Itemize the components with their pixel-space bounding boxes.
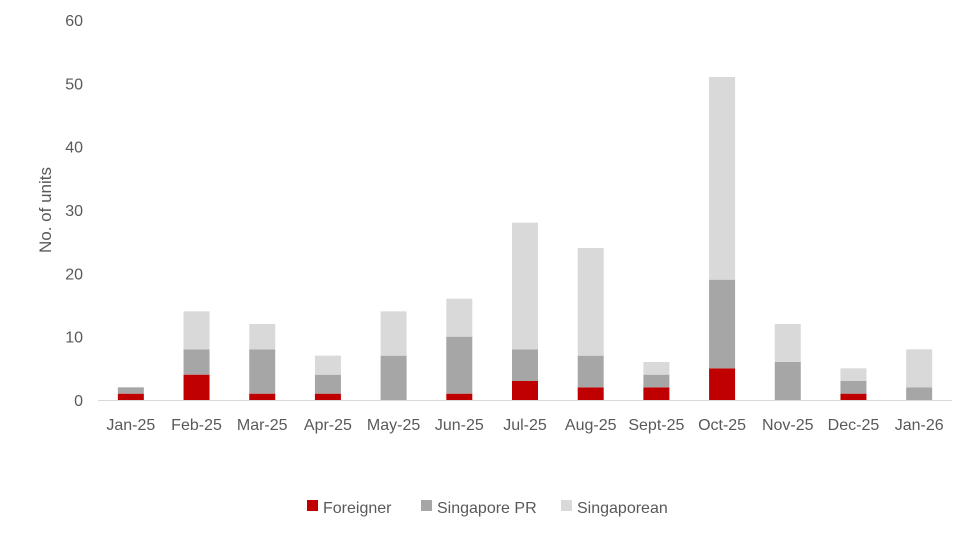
bar-segment: [577, 387, 604, 400]
bar-segment: [183, 311, 210, 350]
bars: [117, 77, 933, 400]
legend: Foreigner Singapore PR Singaporean: [307, 500, 668, 517]
bar-segment: [840, 368, 867, 381]
bar-segment: [709, 77, 736, 280]
bar-segment: [643, 374, 670, 388]
bar-segment: [314, 393, 341, 400]
x-tick-label: Aug-25: [565, 417, 617, 434]
bar-segment: [906, 349, 933, 388]
x-tick-label: May-25: [367, 417, 420, 434]
x-tick-label: Apr-25: [304, 417, 352, 434]
bar-segment: [906, 387, 933, 400]
bar-segment: [249, 324, 276, 350]
bar-segment: [709, 279, 736, 369]
bar-segment: [446, 298, 473, 337]
bar-segment: [643, 362, 670, 375]
x-tick-label: Sept-25: [628, 417, 684, 434]
bar-segment: [840, 381, 867, 394]
legend-label: Foreigner: [323, 500, 392, 517]
x-tick-label: Jan-25: [106, 417, 155, 434]
x-tick-label: Nov-25: [762, 417, 814, 434]
bar-segment: [117, 393, 144, 400]
y-tick-label: 10: [65, 330, 83, 347]
bar-segment: [840, 393, 867, 400]
legend-label: Singapore PR: [437, 500, 537, 517]
y-axis-ticks: 0 10 20 30 40 50 60: [65, 13, 83, 410]
bar-segment: [380, 355, 407, 400]
bar-segment: [512, 381, 538, 400]
bar-segment: [314, 355, 341, 375]
bar-segment: [577, 355, 604, 388]
bar-segment: [709, 368, 736, 400]
bar-segment: [446, 336, 473, 394]
bar-segment: [446, 393, 473, 400]
bar-segment: [249, 393, 276, 400]
bar-segment: [183, 349, 210, 375]
x-tick-label: Jun-25: [435, 417, 484, 434]
legend-label: Singaporean: [577, 500, 668, 517]
x-axis-ticks: Jan-25 Feb-25 Mar-25 Apr-25 May-25 Jun-25 Jul-…: [106, 417, 943, 434]
y-tick-label: 30: [65, 203, 83, 220]
bar-segment: [183, 374, 210, 400]
y-tick-label: 40: [65, 140, 83, 157]
x-tick-label: Dec-25: [828, 417, 880, 434]
bar-segment: [774, 362, 801, 400]
bar-segment: [117, 387, 144, 394]
bar-segment: [774, 324, 801, 362]
bar-segment: [643, 387, 670, 400]
legend-swatch: [421, 500, 432, 511]
bar-segment: [314, 374, 341, 394]
x-tick-label: Mar-25: [237, 417, 288, 434]
legend-swatch: [307, 500, 318, 511]
bar-segment: [380, 311, 407, 356]
y-tick-label: 0: [74, 393, 83, 410]
y-tick-label: 60: [65, 13, 83, 30]
bar-segment: [512, 222, 538, 350]
y-axis-title: No. of units: [36, 167, 55, 253]
x-tick-label: Oct-25: [698, 417, 746, 434]
bar-segment: [577, 248, 604, 356]
y-tick-label: 20: [65, 266, 83, 283]
bar-segment: [249, 349, 276, 394]
x-tick-label: Jan-26: [895, 417, 944, 434]
y-tick-label: 50: [65, 76, 83, 93]
legend-swatch: [561, 500, 572, 511]
bar-segment: [512, 349, 538, 381]
x-tick-label: Jul-25: [503, 417, 547, 434]
x-tick-label: Feb-25: [171, 417, 222, 434]
